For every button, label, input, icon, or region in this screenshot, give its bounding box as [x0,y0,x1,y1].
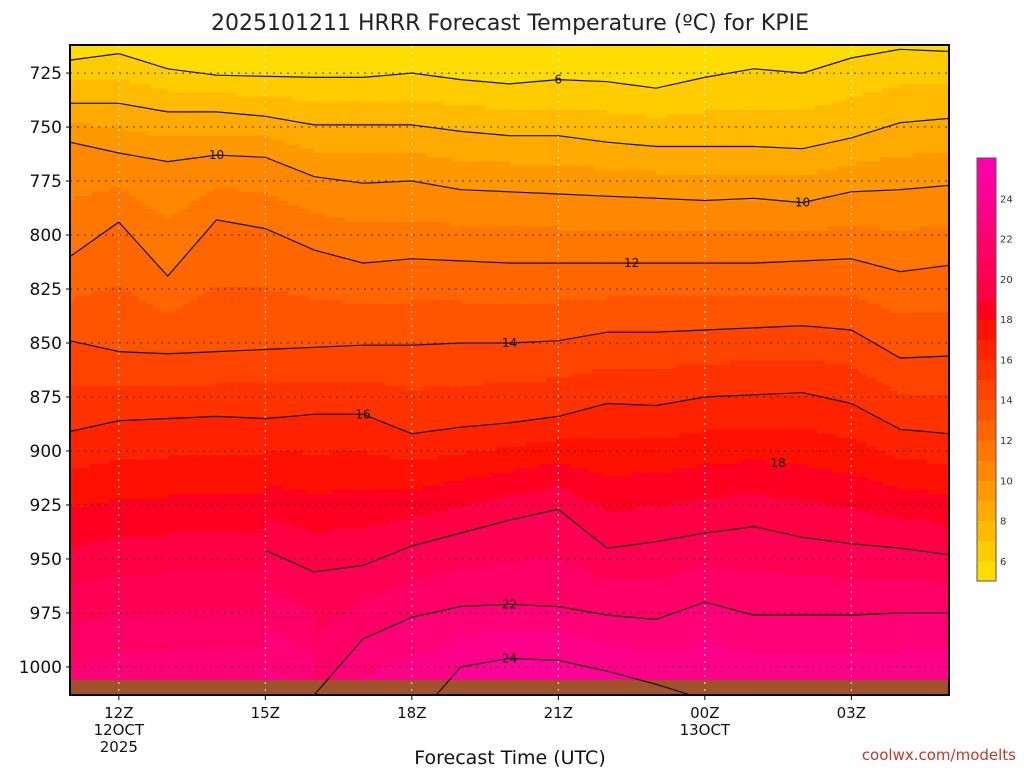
chart-title: 2025101211 HRRR Forecast Temperature (ºC… [211,11,809,36]
